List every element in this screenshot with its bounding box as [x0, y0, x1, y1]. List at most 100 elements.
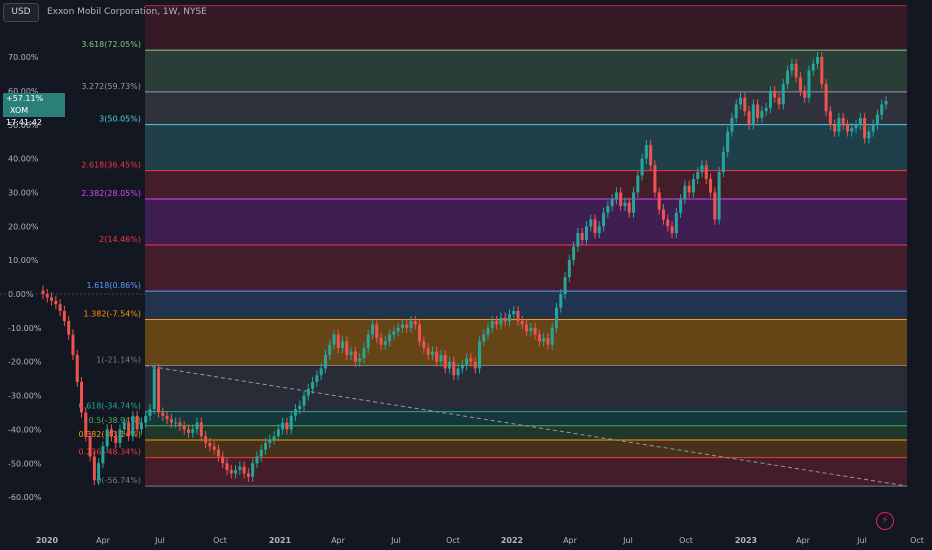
candle-body [555, 307, 559, 328]
fib-level-label: 1.382(-7.54%) [84, 310, 141, 319]
candle-body [225, 463, 229, 471]
y-tick-label: 60.00% [8, 87, 39, 96]
candle-body [216, 449, 220, 457]
candle-body [880, 104, 884, 115]
fib-level-label: 3.618(72.05%) [81, 40, 141, 49]
candle-body [503, 317, 507, 322]
candle-body [388, 334, 392, 342]
x-tick-label: Jul [154, 536, 165, 545]
candle-body [542, 338, 546, 342]
fib-zone [145, 365, 907, 412]
candle-body [644, 145, 648, 159]
x-tick-label: 2021 [269, 536, 292, 545]
candle-body [328, 344, 332, 355]
candle-body [405, 324, 409, 328]
fib-zone [145, 457, 907, 487]
candle-body [362, 348, 366, 359]
candle-body [537, 334, 541, 342]
candle-body [131, 415, 135, 437]
candle-body [666, 219, 670, 227]
candle-body [593, 219, 597, 234]
candle-body [80, 382, 84, 413]
candle-body [636, 175, 640, 193]
fib-level-label: 3.272(59.73%) [81, 82, 141, 91]
candle-body [195, 422, 199, 430]
candle-body [383, 341, 387, 345]
candle-body [794, 63, 798, 78]
fib-zone [145, 440, 907, 458]
candle-body [610, 199, 614, 206]
candle-body [764, 107, 768, 112]
candle-body [379, 338, 383, 345]
x-tick-label: Jul [390, 536, 401, 545]
candle-body [820, 57, 824, 85]
candle-body [62, 310, 66, 322]
candle-body [546, 338, 550, 345]
candle-body [747, 111, 751, 125]
candle-body [259, 449, 263, 457]
candle-body [837, 117, 841, 132]
candle-body [486, 327, 490, 335]
candle-body [559, 294, 563, 308]
candle-body [148, 409, 152, 416]
candle-body [589, 219, 593, 227]
candle-body [640, 158, 644, 176]
lightning-icon[interactable]: ⚡ [876, 512, 894, 530]
candle-body [456, 368, 460, 376]
candle-body [572, 246, 576, 261]
candle-body [845, 124, 849, 132]
candle-body [657, 192, 661, 210]
y-tick-label: -20.00% [8, 358, 42, 367]
fib-zone [145, 170, 907, 200]
candle-body [41, 290, 45, 294]
candle-body [584, 226, 588, 240]
candle-body [319, 368, 323, 376]
candle-body [811, 63, 815, 71]
candle-body [336, 334, 340, 349]
candle-body [426, 348, 430, 355]
candle-body [683, 185, 687, 200]
candle-body [606, 205, 610, 213]
y-tick-label: -50.00% [8, 459, 42, 468]
y-tick-label: 50.00% [8, 121, 39, 130]
candle-body [499, 317, 503, 325]
candle-body [276, 429, 280, 437]
candle-body [863, 117, 867, 139]
candle-body [315, 375, 319, 383]
candle-body [251, 463, 255, 477]
fib-zone [145, 5, 907, 51]
fib-level-label: 0.5(-38.94%) [89, 416, 141, 425]
fib-zone [145, 245, 907, 292]
candle-body [670, 226, 674, 234]
y-tick-label: 20.00% [8, 222, 39, 231]
candle-body [452, 361, 456, 376]
candle-body [353, 351, 357, 362]
candle-body [803, 90, 807, 98]
candle-body [58, 304, 62, 311]
fib-level-label: 0(-56.74%) [96, 476, 141, 485]
candle-body [358, 358, 362, 362]
fib-level-label: 0.382(-43.14%) [78, 430, 141, 439]
candle-body [443, 354, 447, 369]
candle-body [828, 111, 832, 125]
candle-body [97, 463, 101, 481]
candle-body [751, 104, 755, 125]
candle-body [306, 388, 310, 396]
candle-body [323, 354, 327, 369]
candle-body [238, 466, 242, 471]
price-change: +57.11% [6, 94, 44, 103]
currency-button[interactable]: USD [3, 3, 39, 22]
candle-body [790, 63, 794, 71]
candle-body [533, 327, 537, 335]
candle-body [674, 212, 678, 234]
candle-body [152, 368, 156, 410]
candle-body [734, 104, 738, 118]
candle-body [293, 409, 297, 416]
candle-body [264, 442, 268, 450]
candle-body [332, 334, 336, 345]
candle-body [516, 310, 520, 322]
fib-level-label: 1.618(0.86%) [86, 281, 141, 290]
candle-body [700, 165, 704, 173]
